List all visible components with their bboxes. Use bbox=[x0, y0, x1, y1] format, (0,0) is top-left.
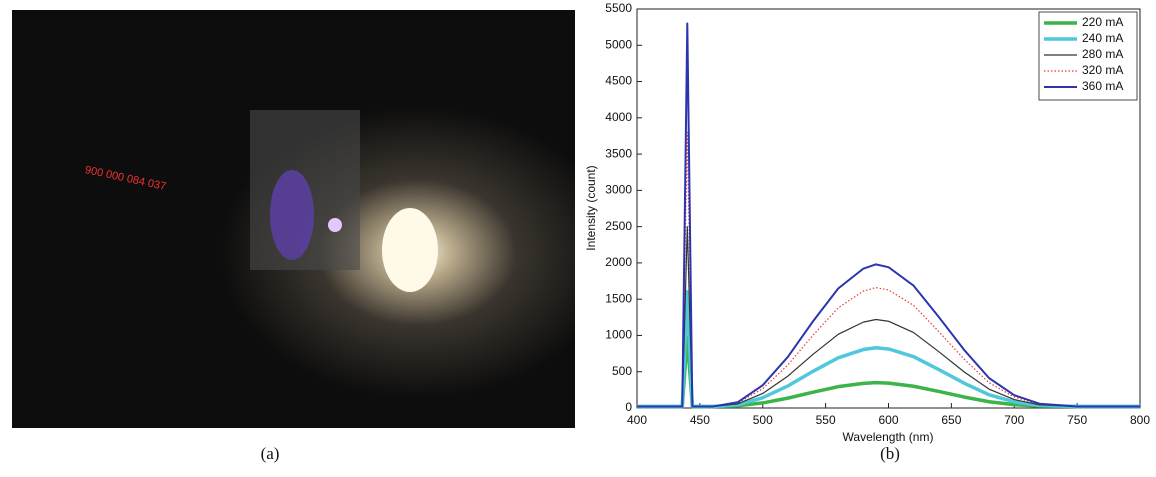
legend-label: 280 mA bbox=[1082, 47, 1123, 61]
x-axis-label: Wavelength (nm) bbox=[843, 430, 934, 444]
legend-box bbox=[1038, 11, 1138, 101]
y-tick-label: 5000 bbox=[605, 37, 632, 51]
caption: (b) bbox=[880, 444, 900, 463]
y-tick-label: 0 bbox=[625, 400, 632, 414]
y-axis-label: Intensity (count) bbox=[584, 165, 598, 250]
legend-label: 320 mA bbox=[1082, 63, 1123, 77]
y-tick-label: 1000 bbox=[605, 328, 632, 342]
y-tick-label: 3000 bbox=[605, 183, 632, 197]
photo: 900 000 084 037 bbox=[12, 10, 575, 428]
series-line bbox=[637, 226, 1140, 408]
x-tick-label: 550 bbox=[816, 413, 836, 427]
y-tick-label: 3500 bbox=[605, 146, 632, 160]
legend-label: 220 mA bbox=[1082, 15, 1123, 29]
legend-label: 360 mA bbox=[1082, 79, 1123, 93]
series-line bbox=[637, 22, 1140, 408]
y-tick-label: 2000 bbox=[605, 255, 632, 269]
y-tick-label: 4500 bbox=[605, 74, 632, 88]
series-line bbox=[637, 131, 1140, 408]
legend-label: 240 mA bbox=[1082, 31, 1123, 45]
y-tick-label: 4000 bbox=[605, 110, 632, 124]
x-tick-label: 500 bbox=[753, 413, 773, 427]
y-tick-label: 1500 bbox=[605, 291, 632, 305]
x-tick-label: 700 bbox=[1004, 413, 1024, 427]
caption: (a) bbox=[261, 444, 280, 463]
x-tick-label: 650 bbox=[941, 413, 961, 427]
x-tick-label: 600 bbox=[878, 413, 898, 427]
x-tick-label: 800 bbox=[1130, 413, 1150, 427]
x-tick-label: 450 bbox=[690, 413, 710, 427]
series-line bbox=[637, 290, 1140, 409]
x-tick-label: 750 bbox=[1067, 413, 1087, 427]
y-tick-label: 5500 bbox=[605, 1, 632, 15]
y-tick-label: 500 bbox=[612, 364, 632, 378]
x-tick-label: 400 bbox=[627, 413, 647, 427]
y-tick-label: 2500 bbox=[605, 219, 632, 233]
